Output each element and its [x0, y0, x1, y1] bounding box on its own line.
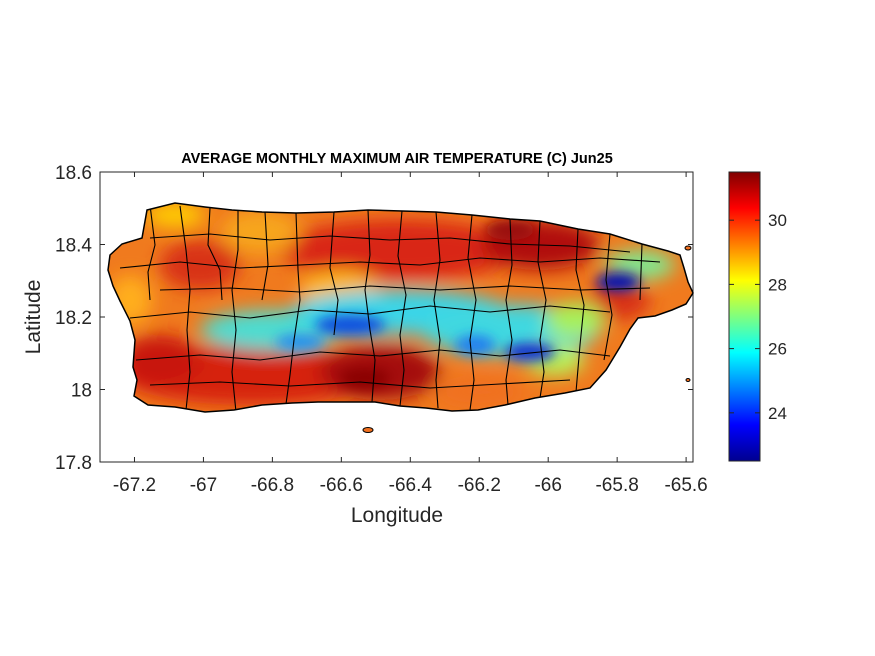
x-tick-label: -67.2 — [113, 475, 156, 496]
x-tick-label: -66.8 — [251, 475, 294, 496]
colorbar-tick-label: 30 — [768, 211, 787, 230]
municipality-boundaries — [119, 204, 661, 412]
x-tick-label: -66.4 — [389, 475, 433, 496]
x-axis-label: Longitude — [351, 504, 443, 527]
x-tick-label: -65.8 — [595, 475, 638, 496]
x-tick-label: -66.6 — [320, 475, 363, 496]
coastline — [107, 202, 694, 413]
x-tick-label: -66 — [534, 475, 561, 496]
y-tick-label: 18 — [71, 381, 92, 402]
colorbar-ticks: 24 26 28 30 — [729, 211, 787, 423]
islet-southeast — [685, 378, 691, 382]
islet-caja-de-muerto — [362, 427, 374, 433]
colorbar-tick-label: 26 — [768, 340, 787, 359]
chart-title: AVERAGE MONTHLY MAXIMUM AIR TEMPERATURE … — [181, 151, 613, 167]
colorbar-tick-label: 24 — [768, 404, 787, 423]
y-tick-label: 18.2 — [55, 308, 92, 329]
islet-east — [684, 245, 692, 251]
y-axis-ticks: 17.8 18 18.2 18.4 18.6 — [55, 163, 693, 474]
x-axis-ticks: -67.2 -67 -66.8 -66.6 -66.4 -66.2 -66 -65.8 -65.… — [113, 172, 708, 496]
colorbar — [728, 171, 761, 462]
y-tick-label: 18.4 — [55, 236, 92, 257]
x-tick-label: -66.2 — [458, 475, 501, 496]
y-tick-label: 17.8 — [55, 453, 92, 474]
temperature-field — [108, 203, 693, 412]
y-axis-label: Latitude — [22, 280, 45, 355]
x-tick-label: -67 — [190, 475, 217, 496]
colorbar-tick-label: 28 — [768, 275, 787, 294]
y-tick-label: 18.6 — [55, 163, 92, 184]
x-tick-label: -65.6 — [664, 475, 707, 496]
